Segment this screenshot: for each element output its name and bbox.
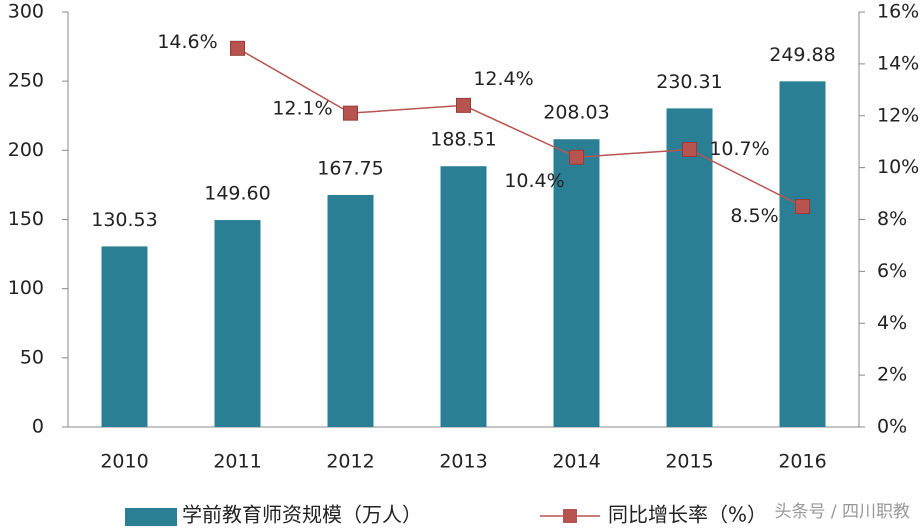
- line-value-label: 10.7%: [709, 138, 769, 160]
- legend-swatch: [563, 509, 577, 523]
- y-tick-label: 200: [8, 139, 44, 161]
- y2-tick-label: 10%: [877, 156, 919, 178]
- line-value-label: 12.4%: [473, 68, 533, 90]
- bar: [327, 194, 374, 427]
- x-tick-label: 2012: [326, 451, 374, 473]
- y-tick-label: 100: [8, 277, 44, 299]
- line-value-label: 10.4%: [504, 170, 564, 192]
- bar-value-label: 208.03: [543, 102, 609, 124]
- line-marker: [230, 40, 245, 56]
- watermark: 头条号 / 四川职教: [774, 502, 910, 522]
- legend-label: 同比增长率（%）: [608, 503, 767, 527]
- x-tick-label: 2015: [665, 451, 713, 473]
- bar: [779, 81, 826, 427]
- y2-tick-label: 12%: [877, 104, 919, 126]
- y-tick-label: 0: [32, 416, 44, 438]
- bar-value-label: 167.75: [317, 157, 383, 179]
- bar-value-label: 130.53: [91, 209, 157, 231]
- x-tick-label: 2011: [213, 451, 261, 473]
- legend-label: 学前教育师资规模（万人）: [182, 503, 422, 527]
- line-value-label: 12.1%: [272, 98, 332, 120]
- bar: [440, 166, 487, 427]
- y2-tick-label: 4%: [877, 312, 907, 334]
- y-tick-label: 150: [8, 208, 44, 230]
- x-tick-label: 2016: [778, 451, 826, 473]
- line-marker: [795, 199, 810, 215]
- y-tick-label: 300: [8, 1, 44, 23]
- line-marker: [569, 149, 584, 165]
- x-tick-label: 2013: [439, 451, 487, 473]
- bar: [666, 108, 713, 427]
- x-tick-label: 2010: [100, 451, 148, 473]
- y2-tick-label: 2%: [877, 364, 907, 386]
- y-tick-label: 250: [8, 70, 44, 92]
- bar-value-label: 230.31: [656, 71, 722, 93]
- legend-swatch: [125, 508, 177, 526]
- line-marker: [343, 105, 358, 121]
- y2-tick-label: 14%: [877, 52, 919, 74]
- x-tick-label: 2014: [552, 451, 600, 473]
- y2-tick-label: 8%: [877, 208, 907, 230]
- line-value-label: 8.5%: [730, 205, 778, 227]
- y2-tick-label: 6%: [877, 260, 907, 282]
- y2-tick-label: 0%: [877, 416, 907, 438]
- bar: [553, 139, 600, 428]
- line-marker: [456, 97, 471, 113]
- line-marker: [682, 141, 697, 157]
- line-value-label: 14.6%: [157, 31, 217, 53]
- bar-value-label: 249.88: [769, 44, 835, 66]
- y-tick-label: 50: [20, 346, 44, 368]
- bar: [214, 220, 261, 427]
- line: [237, 47, 803, 208]
- y2-tick-label: 16%: [877, 1, 919, 23]
- bar-value-label: 149.60: [204, 183, 270, 205]
- bar: [101, 246, 148, 427]
- bar-value-label: 188.51: [430, 129, 496, 151]
